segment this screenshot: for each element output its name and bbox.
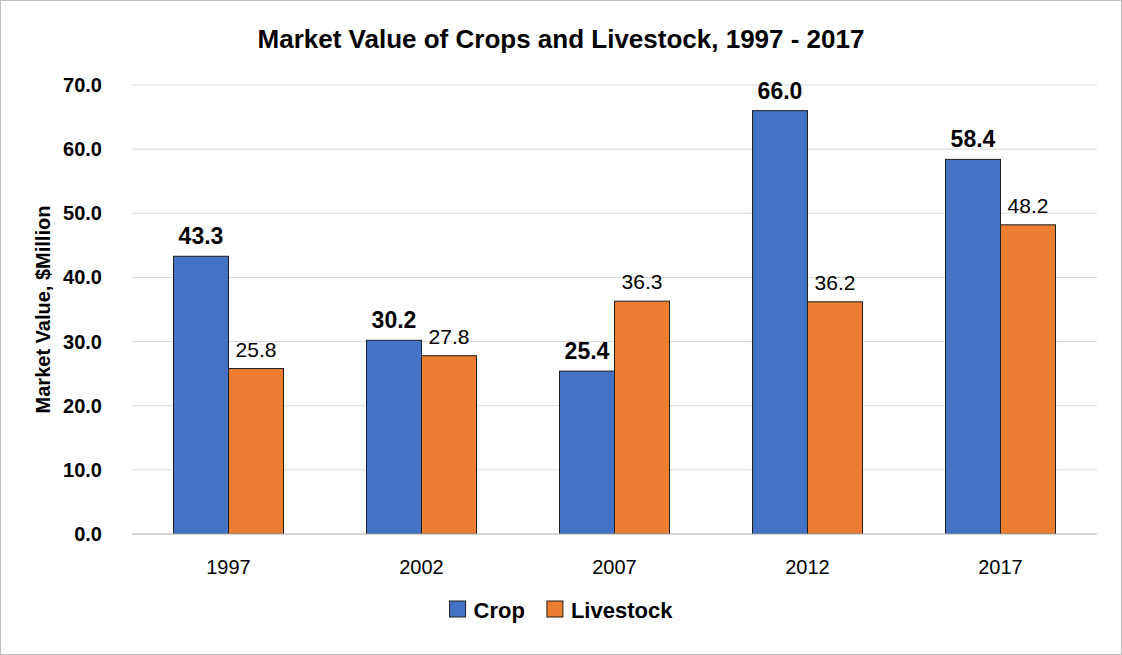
legend-swatch [547, 601, 563, 617]
bar [229, 369, 284, 534]
bar [422, 356, 477, 534]
grid-line [132, 534, 1097, 535]
legend-swatch [450, 601, 466, 617]
chart: Market Value of Crops and Livestock, 199… [0, 0, 1122, 655]
background [1, 1, 1122, 655]
y-tick-label: 0.0 [74, 523, 102, 545]
y-tick-label: 30.0 [63, 331, 102, 353]
bar [366, 340, 421, 534]
bar [559, 371, 614, 534]
x-tick-label: 2017 [978, 556, 1023, 578]
data-label: 36.3 [622, 270, 663, 293]
data-label: 27.8 [429, 325, 470, 348]
x-tick-label: 1997 [206, 556, 251, 578]
data-label: 43.3 [179, 223, 224, 249]
data-label: 36.2 [815, 271, 856, 294]
bar [808, 302, 863, 534]
data-label: 48.2 [1008, 194, 1049, 217]
legend-label: Crop [474, 598, 525, 623]
y-axis-label: Market Value, $Million [32, 206, 54, 414]
bar [945, 159, 1000, 534]
y-tick-label: 10.0 [63, 459, 102, 481]
bars [173, 111, 1055, 534]
bar [752, 111, 807, 534]
data-label: 25.8 [236, 338, 277, 361]
y-tick-label: 20.0 [63, 395, 102, 417]
x-axis-line [132, 534, 1097, 535]
y-tick-label: 50.0 [63, 202, 102, 224]
data-label: 30.2 [372, 307, 417, 333]
bar [615, 301, 670, 534]
y-tick-label: 40.0 [63, 266, 102, 288]
x-tick-label: 2007 [592, 556, 637, 578]
data-label: 66.0 [758, 78, 803, 104]
data-label: 25.4 [565, 338, 610, 364]
y-tick-label: 70.0 [63, 74, 102, 96]
legend-label: Livestock [571, 598, 673, 623]
bar [1001, 225, 1056, 534]
x-tick-label: 2002 [399, 556, 444, 578]
data-labels: 43.3 30.2 25.4 66.0 58.4 25.8 27.8 36.3 36.2 48.2 [179, 78, 1049, 364]
data-label: 58.4 [951, 126, 996, 152]
bar [173, 256, 228, 534]
grid-line [132, 85, 1097, 86]
title: Market Value of Crops and Livestock, 199… [258, 24, 865, 54]
y-tick-label: 60.0 [63, 138, 102, 160]
legend: Crop Livestock [450, 598, 674, 623]
x-tick-label: 2012 [785, 556, 830, 578]
